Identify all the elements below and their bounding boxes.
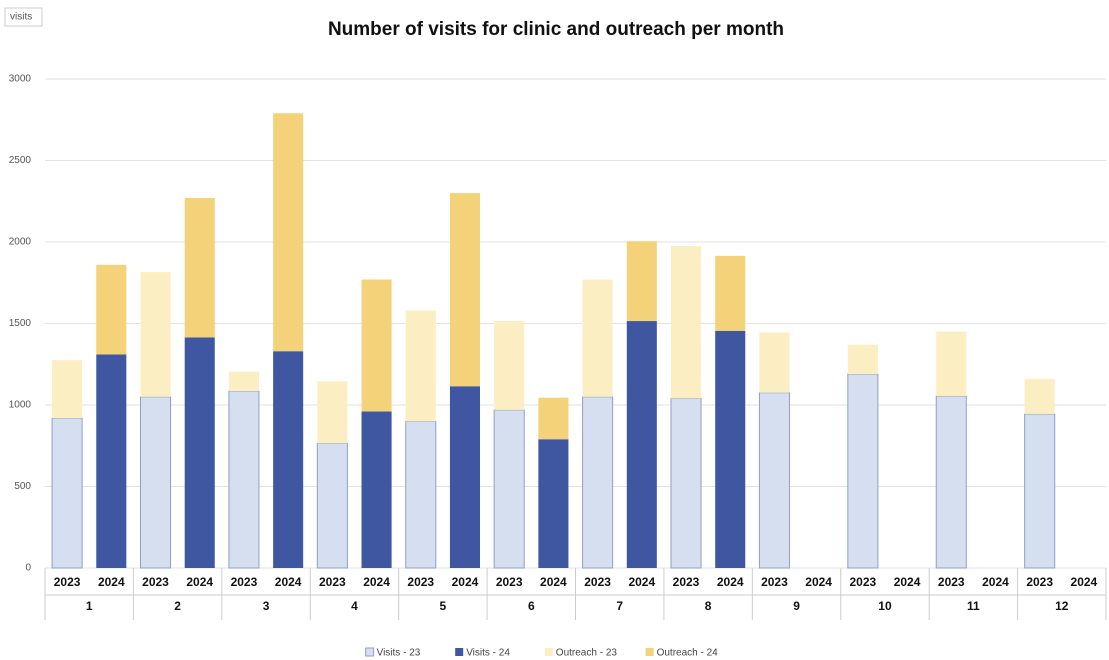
x-tick-label: 2024 (186, 575, 213, 589)
group-label: 11 (967, 599, 980, 613)
bar-segment (626, 241, 657, 322)
bar-segment (582, 279, 613, 397)
x-tick-label: 2024 (98, 575, 125, 589)
bar-segment (405, 310, 436, 422)
legend-label: Visits - 24 (466, 648, 510, 659)
field-button-label: visits (10, 12, 32, 23)
bar-segment (361, 279, 392, 412)
y-tick-label: 0 (25, 563, 31, 574)
x-tick-label: 2024 (717, 575, 744, 589)
group-label: 6 (528, 599, 535, 613)
y-tick-label: 1000 (9, 400, 32, 411)
bar-segment (670, 397, 702, 569)
bar-segment (140, 272, 171, 397)
bar-segment (96, 354, 127, 568)
bar-segment (936, 331, 967, 397)
x-tick-label: 2023 (850, 575, 877, 589)
x-tick-label: 2024 (1071, 575, 1098, 589)
group-label: 9 (793, 599, 800, 613)
y-tick-label: 3000 (9, 74, 32, 85)
bar-segment (273, 351, 304, 568)
bar-segment (449, 193, 481, 387)
legend-label: Visits - 23 (377, 648, 421, 659)
bar-segment (317, 381, 348, 444)
bar-segment (405, 420, 437, 569)
bar-segment (228, 371, 259, 392)
bar-segment (51, 417, 83, 569)
chart-title: Number of visits for clinic and outreach… (328, 19, 784, 40)
y-tick-label: 500 (14, 481, 31, 492)
bar-segment (758, 392, 790, 569)
bar-segment (538, 397, 569, 440)
x-tick-label: 2024 (452, 575, 479, 589)
bar-segment (1024, 413, 1056, 569)
bar-segment (52, 360, 83, 419)
y-tick-label: 2000 (9, 237, 32, 248)
bar-segment (228, 390, 260, 569)
bar-segment (316, 442, 348, 569)
x-tick-label: 2023 (584, 575, 611, 589)
bar-segment (139, 396, 172, 569)
bar-segment (449, 386, 481, 568)
group-label: 1 (86, 599, 93, 613)
bar-segment (96, 264, 127, 355)
bar-segment (494, 321, 525, 410)
x-tick-label: 2023 (761, 575, 788, 589)
bar-segment (847, 344, 878, 375)
group-label: 8 (705, 599, 712, 613)
bar-segment (670, 246, 702, 399)
bar-segment (847, 373, 879, 569)
x-tick-label: 2024 (894, 575, 921, 589)
bar-segment (184, 337, 215, 568)
legend-label: Outreach - 23 (556, 648, 618, 659)
x-tick-label: 2023 (54, 575, 81, 589)
bar-segment (493, 409, 525, 569)
bar-segment (538, 439, 569, 568)
y-tick-label: 2500 (9, 155, 32, 166)
group-label: 2 (174, 599, 181, 613)
x-tick-label: 2023 (319, 575, 346, 589)
group-label: 10 (878, 599, 892, 613)
bar-segment (759, 332, 790, 393)
x-tick-label: 2023 (1026, 575, 1053, 589)
x-tick-label: 2024 (275, 575, 302, 589)
x-tick-label: 2023 (231, 575, 258, 589)
x-tick-label: 2024 (982, 575, 1009, 589)
x-tick-label: 2023 (407, 575, 434, 589)
group-label: 5 (440, 599, 447, 613)
legend-swatch (365, 647, 375, 657)
bar-segment (935, 395, 967, 569)
group-label: 7 (616, 599, 623, 613)
x-tick-label: 2024 (628, 575, 655, 589)
group-label: 3 (263, 599, 270, 613)
x-tick-label: 2024 (363, 575, 390, 589)
y-tick-label: 1500 (9, 318, 32, 329)
bar-segment (184, 197, 215, 338)
group-label: 4 (351, 599, 358, 613)
x-tick-label: 2024 (540, 575, 567, 589)
x-tick-label: 2023 (938, 575, 965, 589)
x-tick-label: 2023 (496, 575, 523, 589)
bar-segment (626, 321, 657, 568)
bar-segment (715, 330, 746, 568)
legend-swatch (544, 648, 553, 656)
x-tick-label: 2023 (142, 575, 169, 589)
group-label: 12 (1055, 599, 1069, 613)
bar-segment (582, 396, 614, 569)
bar-segment (273, 113, 304, 352)
legend-swatch (645, 648, 654, 656)
x-tick-label: 2023 (673, 575, 700, 589)
legend-swatch (455, 648, 464, 656)
bar-segment (361, 411, 392, 568)
legend-label: Outreach - 24 (657, 648, 719, 659)
bar-segment (1024, 378, 1055, 414)
field-button[interactable] (4, 7, 43, 27)
x-tick-label: 2024 (805, 575, 832, 589)
bar-segment (715, 255, 746, 331)
